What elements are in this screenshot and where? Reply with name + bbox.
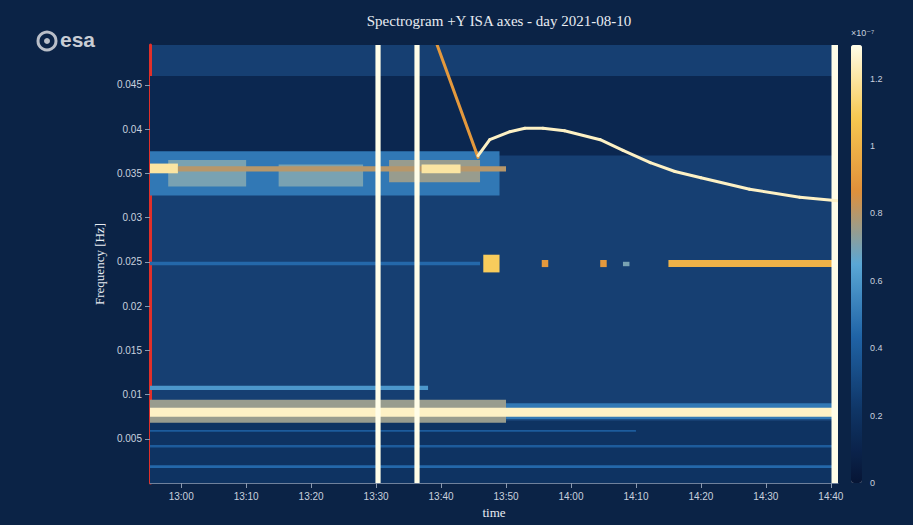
svg-text:13:00: 13:00	[169, 491, 194, 502]
svg-text:0.4: 0.4	[870, 343, 883, 353]
svg-text:13:20: 13:20	[299, 491, 324, 502]
svg-text:0.035: 0.035	[117, 168, 142, 179]
svg-text:Frequency [Hz]: Frequency [Hz]	[92, 223, 107, 305]
svg-text:14:40: 14:40	[818, 491, 843, 502]
svg-text:13:40: 13:40	[429, 491, 454, 502]
svg-text:0.04: 0.04	[123, 124, 143, 135]
svg-text:0.03: 0.03	[123, 212, 143, 223]
svg-text:14:00: 14:00	[558, 491, 583, 502]
svg-text:esa: esa	[60, 28, 95, 51]
svg-text:13:30: 13:30	[364, 491, 389, 502]
svg-text:0.045: 0.045	[117, 79, 142, 90]
svg-text:×10⁻⁷: ×10⁻⁷	[851, 28, 874, 38]
svg-text:0.005: 0.005	[117, 433, 142, 444]
svg-text:time: time	[482, 505, 505, 520]
svg-text:1.2: 1.2	[870, 74, 883, 84]
svg-text:0.6: 0.6	[870, 276, 883, 286]
svg-text:0.025: 0.025	[117, 256, 142, 267]
svg-text:14:30: 14:30	[753, 491, 778, 502]
svg-text:13:10: 13:10	[234, 491, 259, 502]
svg-text:14:10: 14:10	[623, 491, 648, 502]
svg-text:13:50: 13:50	[494, 491, 519, 502]
svg-text:14:20: 14:20	[688, 491, 713, 502]
svg-text:0.8: 0.8	[870, 208, 883, 218]
svg-text:1: 1	[870, 141, 875, 151]
svg-text:0.015: 0.015	[117, 345, 142, 356]
svg-text:0: 0	[870, 478, 875, 488]
svg-text:0.01: 0.01	[123, 389, 143, 400]
svg-text:0.2: 0.2	[870, 411, 883, 421]
svg-text:Spectrogram +Y ISA axes - day: Spectrogram +Y ISA axes - day 2021-08-10	[367, 13, 632, 29]
svg-text:0.02: 0.02	[123, 301, 143, 312]
